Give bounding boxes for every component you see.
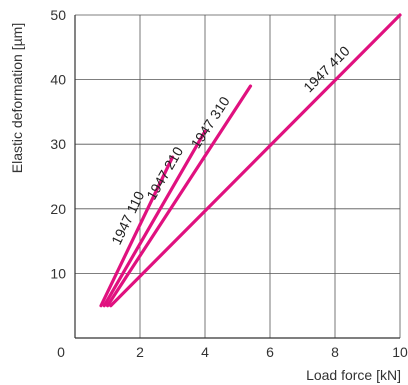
series-line — [102, 129, 207, 308]
x-axis-label: Load force [kN] — [306, 367, 401, 383]
y-tick-label: 30 — [50, 136, 66, 152]
series-line — [99, 155, 175, 308]
y-tick-label: 20 — [50, 201, 66, 217]
series-line — [109, 13, 402, 308]
series-lines — [99, 13, 402, 308]
axes — [74, 15, 400, 339]
x-tick-label: 4 — [201, 344, 209, 360]
x-tick-label: 0 — [57, 344, 65, 360]
x-tick-label: 10 — [392, 344, 408, 360]
x-tick-label: 6 — [266, 344, 274, 360]
x-tick-label: 8 — [331, 344, 339, 360]
y-axis-label: Elastic deformation [µm] — [9, 23, 25, 173]
y-tick-label: 40 — [50, 72, 66, 88]
tick-labels: 0 2 4 6 8 10 10 20 30 40 50 — [50, 7, 408, 360]
x-tick-label: 2 — [136, 344, 144, 360]
series-line — [105, 84, 253, 308]
y-tick-label: 10 — [50, 265, 66, 281]
y-tick-label: 50 — [50, 7, 66, 23]
